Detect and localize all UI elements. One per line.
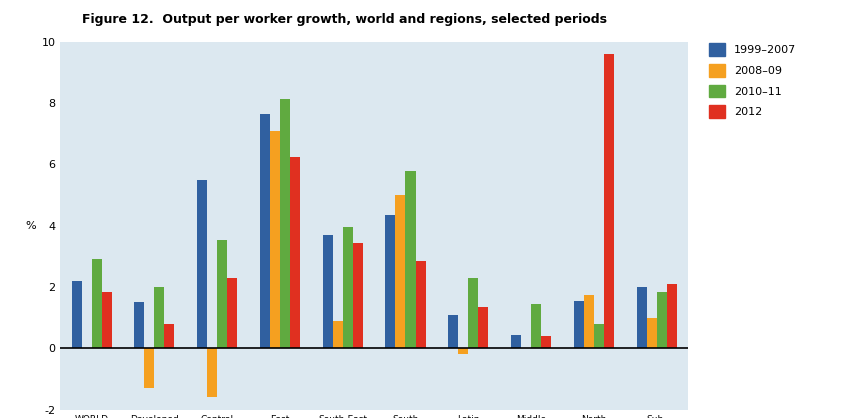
Legend: 1999–2007, 2008–09, 2010–11, 2012: 1999–2007, 2008–09, 2010–11, 2012 [706, 40, 800, 121]
Bar [531, 304, 541, 348]
Bar [406, 171, 415, 348]
Bar [207, 348, 217, 398]
Bar [478, 307, 488, 348]
Bar [604, 54, 614, 348]
Bar [333, 321, 342, 348]
Bar [353, 242, 363, 348]
Bar [101, 292, 112, 348]
Bar [468, 278, 478, 348]
Bar [71, 281, 82, 348]
Bar [270, 131, 280, 348]
Bar [144, 348, 155, 388]
Bar [458, 348, 468, 354]
Y-axis label: %: % [25, 221, 35, 231]
Bar [666, 284, 677, 348]
Bar [541, 336, 551, 348]
Bar [290, 157, 300, 348]
Bar [448, 315, 458, 348]
Bar [227, 278, 237, 348]
Bar [415, 261, 426, 348]
Bar [280, 99, 290, 348]
Bar [657, 292, 666, 348]
Bar [396, 195, 406, 348]
Bar [574, 301, 584, 348]
Bar [584, 295, 593, 348]
Bar [385, 215, 396, 348]
Bar [134, 302, 144, 348]
Bar [511, 334, 521, 348]
Bar [342, 227, 353, 348]
Bar [636, 287, 647, 348]
Text: Figure 12.  Output per worker growth, world and regions, selected periods: Figure 12. Output per worker growth, wor… [82, 13, 606, 25]
Bar [217, 240, 227, 348]
Bar [197, 180, 207, 348]
Bar [260, 114, 270, 348]
Bar [647, 318, 657, 348]
Bar [593, 324, 604, 348]
Bar [155, 287, 164, 348]
Bar [322, 235, 333, 348]
Bar [164, 324, 175, 348]
Bar [91, 260, 101, 348]
